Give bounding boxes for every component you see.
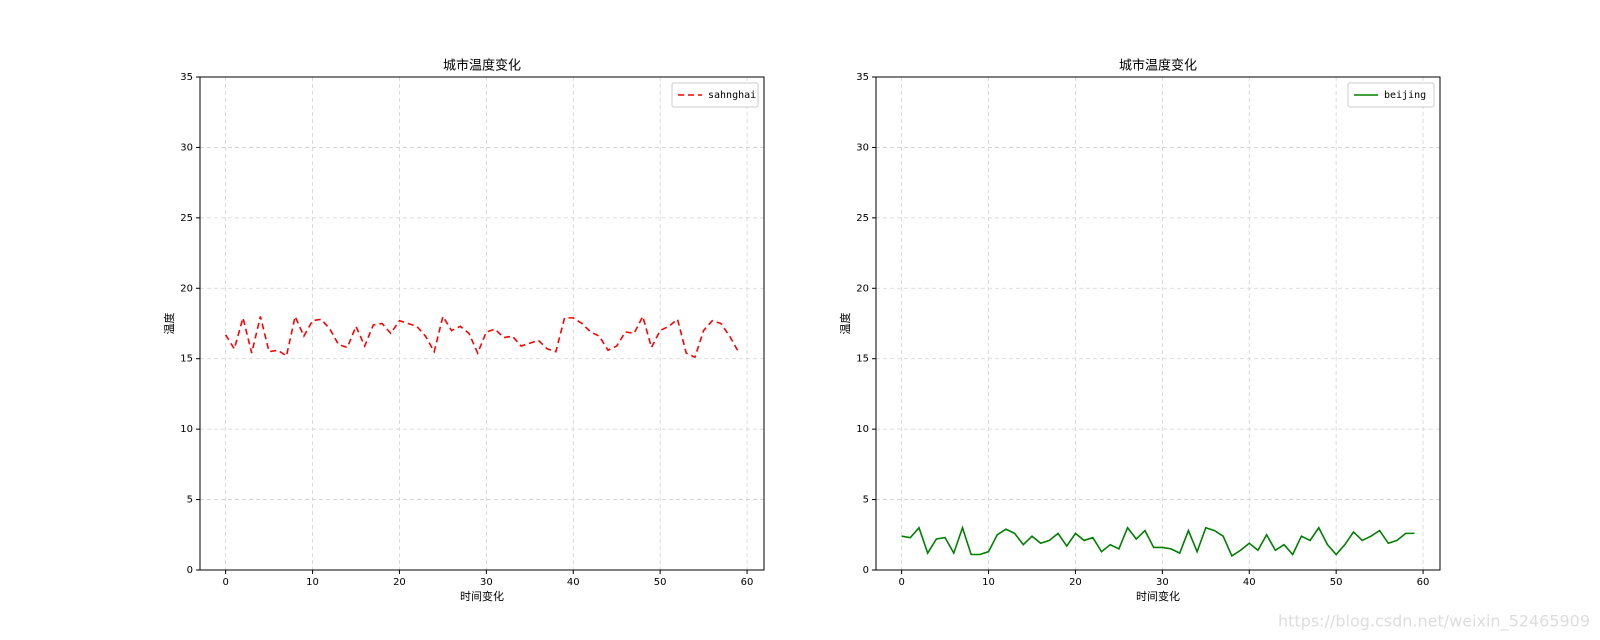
x-tick-label: 0 xyxy=(222,577,228,588)
data-line xyxy=(901,525,1415,558)
y-tick-label: 25 xyxy=(180,213,193,224)
x-tick-label: 10 xyxy=(982,577,995,588)
x-tick-label: 20 xyxy=(393,577,406,588)
y-axis-label: 温度 xyxy=(162,313,176,335)
x-tick-label: 60 xyxy=(1417,577,1430,588)
y-axis-label: 温度 xyxy=(838,313,852,335)
chart-title: 城市温度变化 xyxy=(1119,58,1197,74)
x-tick-label: 20 xyxy=(1069,577,1082,588)
y-tick-label: 30 xyxy=(180,142,193,153)
x-tick-label: 10 xyxy=(306,577,319,588)
legend-label: beijing xyxy=(1384,90,1426,101)
legend-box xyxy=(671,82,759,108)
y-tick-label: 35 xyxy=(180,72,193,83)
y-tick-label: 0 xyxy=(187,565,193,576)
axes-frame xyxy=(199,76,765,571)
y-tick-label: 25 xyxy=(856,213,869,224)
y-tick-label: 20 xyxy=(856,283,869,294)
x-axis-label: 时间变化 xyxy=(460,589,504,603)
legend-box xyxy=(1347,82,1435,108)
y-tick-label: 10 xyxy=(180,424,193,435)
data-line xyxy=(224,313,740,359)
y-tick-label: 35 xyxy=(856,72,869,83)
axes-frame xyxy=(875,76,1441,571)
x-tick-label: 40 xyxy=(1243,577,1256,588)
chart-title: 城市温度变化 xyxy=(443,58,521,74)
x-tick-label: 30 xyxy=(1156,577,1169,588)
y-tick-label: 0 xyxy=(863,565,869,576)
y-tick-label: 15 xyxy=(180,354,193,365)
y-tick-label: 5 xyxy=(187,495,193,506)
x-tick-label: 40 xyxy=(567,577,580,588)
x-tick-label: 50 xyxy=(1330,577,1343,588)
x-axis-label: 时间变化 xyxy=(1136,589,1180,603)
x-tick-label: 0 xyxy=(898,577,904,588)
watermark: https://blog.csdn.net/weixin_52465909 xyxy=(1278,612,1590,632)
y-tick-label: 5 xyxy=(863,495,869,506)
x-tick-label: 30 xyxy=(480,577,493,588)
y-tick-label: 10 xyxy=(856,424,869,435)
x-tick-label: 50 xyxy=(654,577,667,588)
y-tick-label: 15 xyxy=(856,354,869,365)
y-tick-label: 20 xyxy=(180,283,193,294)
x-tick-label: 60 xyxy=(741,577,754,588)
legend-label: sahnghai xyxy=(708,90,756,101)
y-tick-label: 30 xyxy=(856,142,869,153)
